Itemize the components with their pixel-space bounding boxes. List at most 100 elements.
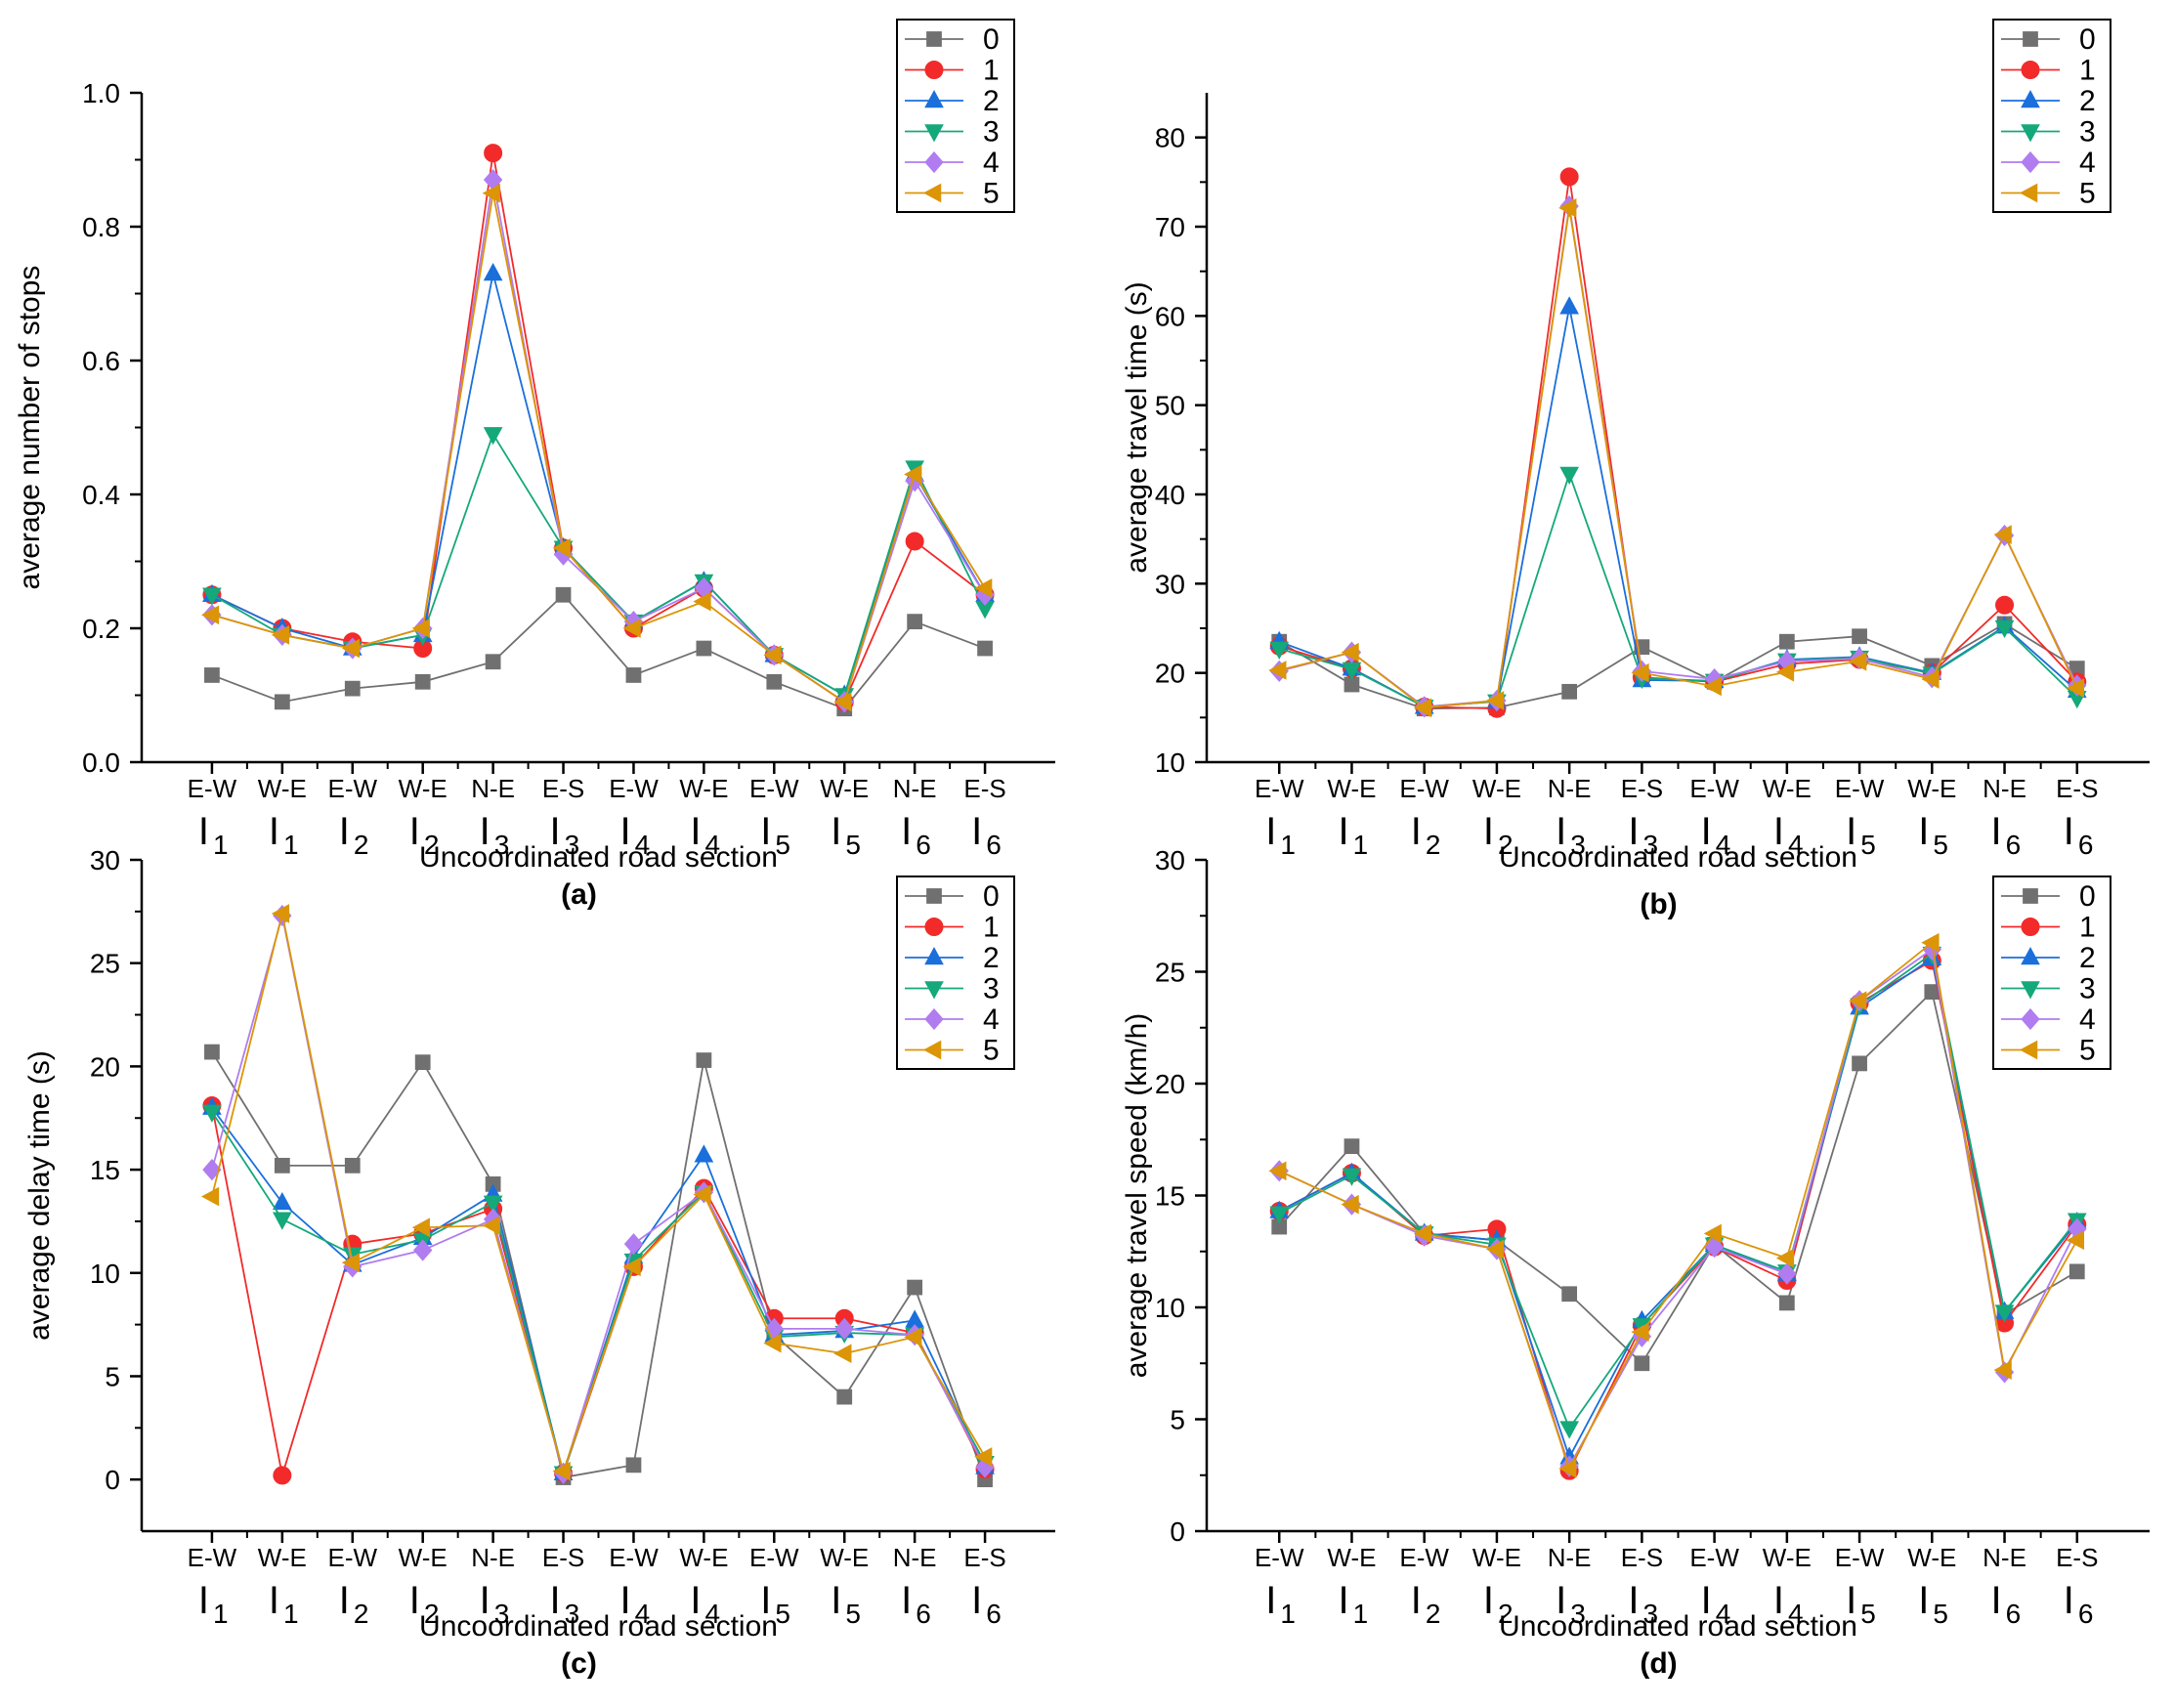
- data-point: [274, 1157, 290, 1174]
- data-point: [1341, 642, 1359, 662]
- data-point: [1343, 1138, 1360, 1154]
- y-axis-title: average delay time (s): [23, 1050, 56, 1341]
- y-tick-label: 5: [1170, 1405, 1185, 1435]
- data-point: [907, 1279, 923, 1296]
- legend-box: [1992, 19, 2111, 213]
- data-point: [1485, 691, 1505, 710]
- legend-marker: [2020, 183, 2038, 203]
- legend-label: 5: [983, 178, 1000, 210]
- x-tick-dir-label: W-E: [1327, 774, 1376, 803]
- series-5: [1268, 932, 2085, 1478]
- x-tick-dir-label: W-E: [258, 1543, 307, 1572]
- legend-marker: [924, 918, 944, 936]
- y-axis-title: average number of stops: [14, 266, 46, 590]
- data-point: [1993, 525, 2012, 544]
- series-5: [200, 904, 993, 1481]
- data-point: [625, 1457, 642, 1473]
- y-tick-label: 30: [1155, 569, 1185, 599]
- data-point: [1268, 1161, 1287, 1181]
- x-tick-dir-label: E-W: [1835, 774, 1885, 803]
- legend-marker: [2023, 31, 2038, 47]
- series-5: [200, 183, 993, 712]
- legend-label: 5: [983, 1035, 1000, 1067]
- legend-marker: [2023, 888, 2038, 904]
- x-tick-dir-label: E-W: [188, 774, 237, 803]
- legend-label: 1: [983, 55, 1000, 87]
- data-point: [1849, 991, 1867, 1011]
- data-point: [1778, 633, 1795, 650]
- data-point: [2066, 1230, 2085, 1251]
- x-tick-dir-label: E-S: [963, 774, 1005, 803]
- x-tick-dir-label: E-S: [542, 774, 584, 803]
- legend-label: 2: [2079, 85, 2096, 117]
- legend-marker: [2021, 947, 2040, 965]
- legend-label: 0: [2079, 880, 2096, 913]
- data-point: [694, 1144, 714, 1163]
- legend-label: 1: [2079, 55, 2096, 87]
- data-point: [2068, 1263, 2085, 1280]
- data-point: [1778, 1295, 1795, 1311]
- legend-marker: [924, 90, 944, 108]
- data-point: [414, 1054, 431, 1071]
- legend-marker: [2021, 90, 2040, 108]
- data-point: [552, 537, 571, 558]
- y-tick-label: 30: [90, 845, 120, 875]
- legend-label: 3: [983, 116, 1000, 149]
- y-tick-label: 25: [1155, 958, 1185, 988]
- x-tick-dir-label: N-E: [893, 1543, 937, 1572]
- legend-marker: [2020, 1040, 2038, 1060]
- data-point: [273, 1466, 292, 1485]
- data-point: [483, 1195, 503, 1214]
- legend-label: 4: [983, 1003, 1000, 1036]
- data-point: [1559, 296, 1579, 315]
- data-point: [1413, 1223, 1431, 1244]
- series-line: [1278, 941, 2078, 1472]
- y-tick-label: 0.4: [82, 480, 120, 510]
- legend-label: 1: [2079, 912, 2096, 944]
- data-point: [1849, 651, 1867, 671]
- x-tick-dir-label: E-S: [1621, 774, 1663, 803]
- data-point: [1558, 197, 1577, 218]
- legend-marker: [924, 981, 944, 1000]
- data-point: [1268, 661, 1287, 680]
- x-tick-dir-label: E-W: [609, 1543, 659, 1572]
- data-point: [1559, 1421, 1579, 1439]
- data-point: [274, 694, 290, 710]
- legend-marker: [2021, 981, 2040, 1000]
- data-point: [204, 667, 220, 683]
- legend-label: 3: [2079, 973, 2096, 1005]
- legend-marker: [2021, 61, 2040, 79]
- legend-marker: [926, 888, 942, 904]
- x-tick-dir-label: W-E: [1472, 1543, 1521, 1572]
- legend-label: 0: [2079, 23, 2096, 56]
- y-tick-label: 20: [1155, 1069, 1185, 1099]
- series-line: [1279, 207, 2078, 709]
- data-point: [341, 638, 361, 659]
- x-tick-dir-label: N-E: [1983, 1543, 2026, 1572]
- x-tick-dir-label: W-E: [679, 774, 728, 803]
- x-tick-dir-label: E-W: [609, 774, 659, 803]
- data-point: [1994, 619, 2015, 639]
- y-tick-label: 0.0: [82, 747, 120, 778]
- legend-marker: [924, 947, 944, 965]
- data-point: [833, 692, 852, 712]
